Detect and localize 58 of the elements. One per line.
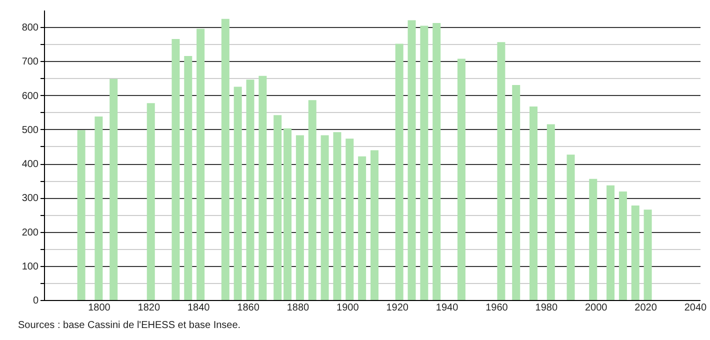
bar [589,178,598,300]
x-tick-label: 1820 [138,302,160,314]
bar [566,154,575,300]
x-tick-label: 1900 [336,302,360,314]
bar [258,76,267,300]
x-tick-label: 1800 [88,302,111,314]
x-tick-label: 1840 [187,302,210,314]
bar [221,18,230,300]
bar [320,135,329,300]
y-tick-label: 600 [22,90,39,102]
source-note: Sources : base Cassini de l'EHESS et base Insee. [18,320,241,331]
bar [546,124,555,300]
bar [94,116,103,300]
bar [184,56,192,300]
bar [284,128,292,300]
bar [395,44,404,300]
x-tick-label: 2000 [584,302,608,314]
bar [530,106,538,300]
y-tick-label: 100 [22,261,39,272]
x-tick-label: 1880 [286,302,310,314]
x-tick-label: 2040 [684,302,708,314]
bar [370,150,378,300]
bar [346,138,354,300]
bar [420,26,428,300]
bar [146,103,155,300]
bar [110,78,118,300]
bar [77,130,86,300]
y-tick-label: 400 [22,159,39,170]
x-tick-label: 1920 [386,302,409,314]
y-tick-label: 200 [22,227,39,238]
bar [196,28,205,300]
x-tick-label: 1980 [535,302,558,314]
x-tick-label: 1860 [237,302,260,314]
x-tick-label: 2020 [634,302,658,314]
bar [333,132,342,300]
y-tick-label: 800 [22,22,39,34]
bar [618,192,627,300]
y-tick-label: 700 [22,56,39,68]
bar [308,100,316,300]
x-tick-label: 1960 [486,302,508,314]
bar [644,210,652,300]
bar [172,39,180,300]
bar [512,85,520,300]
bar [408,20,416,300]
bar [358,156,366,300]
y-tick-label: 500 [22,124,39,136]
bar [457,58,466,300]
y-tick-label: 300 [22,193,39,204]
bar [234,86,242,300]
bar [606,185,615,300]
x-tick-label: 1940 [436,302,459,314]
y-tick-label: 0 [32,296,39,306]
bar [631,205,640,300]
bar [246,80,254,300]
bar [296,135,304,300]
bar [432,22,441,300]
bar [497,42,506,300]
bar [274,115,282,300]
